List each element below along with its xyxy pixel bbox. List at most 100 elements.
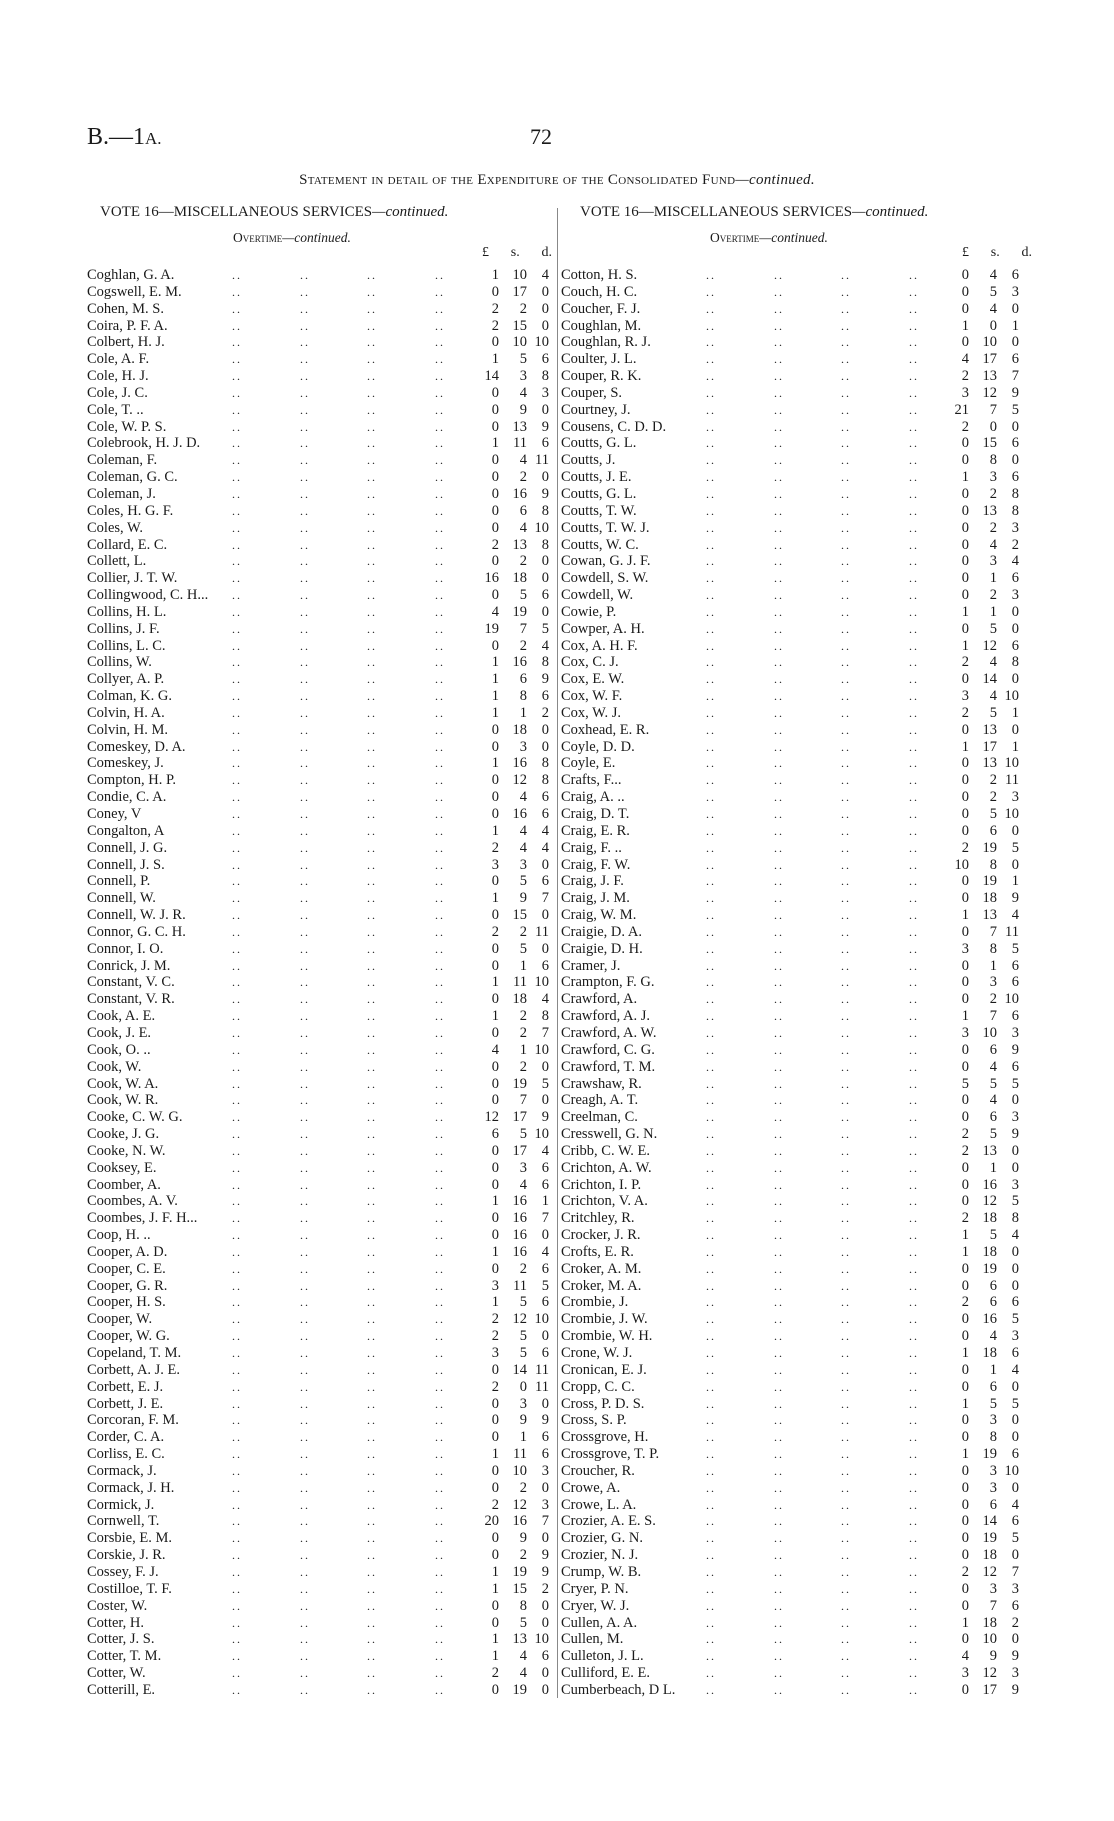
dot-leader: .. xyxy=(706,1514,716,1529)
shillings-value: 3 xyxy=(989,1412,997,1429)
dot-leader: .. xyxy=(909,1312,919,1327)
dot-leader: .. xyxy=(774,655,784,670)
table-row: Creagh, A. T......... 0 4 0 xyxy=(561,1092,1019,1109)
dot-leader: .. xyxy=(367,571,377,586)
dot-leader: .. xyxy=(841,1632,851,1647)
payee-name: Crawford, C. G. xyxy=(561,1041,655,1058)
dot-leader: .. xyxy=(300,268,310,282)
dot-leader: .. xyxy=(367,604,377,619)
payee-name: Colbert, H. J. xyxy=(87,334,165,351)
payee-name: Cotter, J. S. xyxy=(87,1631,155,1648)
dot-leader: .. xyxy=(706,1025,716,1040)
pence-value: 9 xyxy=(1011,1648,1019,1665)
shillings-value: 3 xyxy=(519,1159,527,1176)
dot-leader: .. xyxy=(232,1396,242,1411)
shillings-value: 7 xyxy=(989,1597,997,1614)
dot-leader: .. xyxy=(841,520,851,535)
table-row: Corbett, J. E......... 0 3 0 xyxy=(87,1396,549,1413)
dot-leader: .. xyxy=(774,1329,784,1344)
dot-leader: .. xyxy=(909,1497,919,1512)
dot-leader: .. xyxy=(841,1548,851,1563)
dot-leader: .. xyxy=(841,1177,851,1192)
pence-value: 6 xyxy=(1011,1294,1019,1311)
shillings-value: 1 xyxy=(989,957,997,974)
dot-leader: .. xyxy=(435,1379,445,1394)
pounds-value: 0 xyxy=(491,1429,499,1446)
table-row: Crowe, L. A......... 0 6 4 xyxy=(561,1497,1019,1514)
payee-name: Creelman, C. xyxy=(561,1109,638,1126)
dot-leader: .. xyxy=(232,1430,242,1445)
pounds-value: 0 xyxy=(961,1092,969,1109)
dot-leader: .. xyxy=(909,436,919,451)
payee-name: Cotter, H. xyxy=(87,1614,145,1631)
pounds-value: 1 xyxy=(961,1227,969,1244)
dot-leader: .. xyxy=(367,823,377,838)
pounds-value: 0 xyxy=(491,1361,499,1378)
table-row: Creelman, C......... 0 6 3 xyxy=(561,1109,1019,1126)
shillings-value: 15 xyxy=(512,907,528,924)
dot-leader: .. xyxy=(435,807,445,821)
shillings-value: 8 xyxy=(519,1597,527,1614)
dot-leader: .. xyxy=(232,1059,242,1074)
pence-value: 7 xyxy=(541,1024,549,1041)
dot-leader: .. xyxy=(841,975,851,990)
payee-name: Coleman, J. xyxy=(87,485,156,502)
pence-value: 6 xyxy=(1011,1513,1019,1530)
pounds-value: 0 xyxy=(491,991,499,1008)
dot-leader: .. xyxy=(774,756,784,771)
dot-leader: .. xyxy=(300,1531,310,1546)
dot-leader: .. xyxy=(706,1346,716,1360)
dot-leader: .. xyxy=(232,992,242,1007)
shillings-value: 5 xyxy=(989,1395,997,1412)
page-number: 72 xyxy=(530,124,552,149)
dot-leader: .. xyxy=(841,571,851,586)
pounds-value: 1 xyxy=(491,974,499,991)
dot-leader: .. xyxy=(367,1514,377,1529)
dot-leader: .. xyxy=(435,689,445,704)
dot-leader: .. xyxy=(841,588,851,603)
dot-leader: .. xyxy=(232,891,242,906)
pence-value: 2 xyxy=(541,1580,549,1597)
pounds-value: 0 xyxy=(961,536,969,553)
dot-leader: .. xyxy=(435,756,445,771)
payee-name: Congalton, A xyxy=(87,822,165,839)
dot-leader: .. xyxy=(774,1110,784,1125)
payee-name: Cowdell, S. W. xyxy=(561,570,649,587)
pounds-value: 0 xyxy=(491,502,499,519)
payee-name: Crawshaw, R. xyxy=(561,1075,642,1092)
shillings-value: 18 xyxy=(512,721,528,738)
payee-name: Craig, J. M. xyxy=(561,890,630,907)
payee-name: Cooke, J. G. xyxy=(87,1126,160,1143)
dot-leader: .. xyxy=(435,790,445,805)
dot-leader: .. xyxy=(706,1194,716,1209)
dot-leader: .. xyxy=(367,1059,377,1074)
pounds-value: 0 xyxy=(961,1479,969,1496)
payee-name: Coutts, T. W. xyxy=(561,502,637,519)
pounds-value: 1 xyxy=(961,469,969,486)
payee-name: Cullen, M. xyxy=(561,1631,624,1648)
pence-value: 5 xyxy=(1011,839,1019,856)
table-row: Coulter, J. L......... 4 17 6 xyxy=(561,351,1019,368)
dot-leader: .. xyxy=(706,1615,716,1630)
dot-leader: .. xyxy=(909,537,919,552)
dot-leader: .. xyxy=(367,924,377,939)
dot-leader: .. xyxy=(367,1160,377,1175)
dot-leader: .. xyxy=(774,1682,784,1697)
table-row: Corbett, E. J......... 2 0 11 xyxy=(87,1379,549,1396)
dot-leader: .. xyxy=(909,301,919,316)
shillings-value: 6 xyxy=(989,1496,997,1513)
dot-leader: .. xyxy=(841,992,851,1007)
dot-leader: .. xyxy=(232,1682,242,1697)
payee-name: Cole, H. J. xyxy=(87,368,149,385)
dot-leader: .. xyxy=(367,1632,377,1647)
dot-leader: .. xyxy=(909,874,919,889)
dot-leader: .. xyxy=(435,1127,445,1142)
dot-leader: .. xyxy=(774,621,784,636)
table-row: Coghlan, G. A......... 1 10 4 xyxy=(87,267,549,284)
dot-leader: .. xyxy=(435,318,445,333)
dot-leader: .. xyxy=(367,908,377,923)
shillings-value: 18 xyxy=(982,1345,998,1361)
table-row: Cormack, J......... 0 10 3 xyxy=(87,1463,549,1480)
dot-leader: .. xyxy=(774,705,784,720)
payee-name: Crozier, N. J. xyxy=(561,1547,639,1564)
